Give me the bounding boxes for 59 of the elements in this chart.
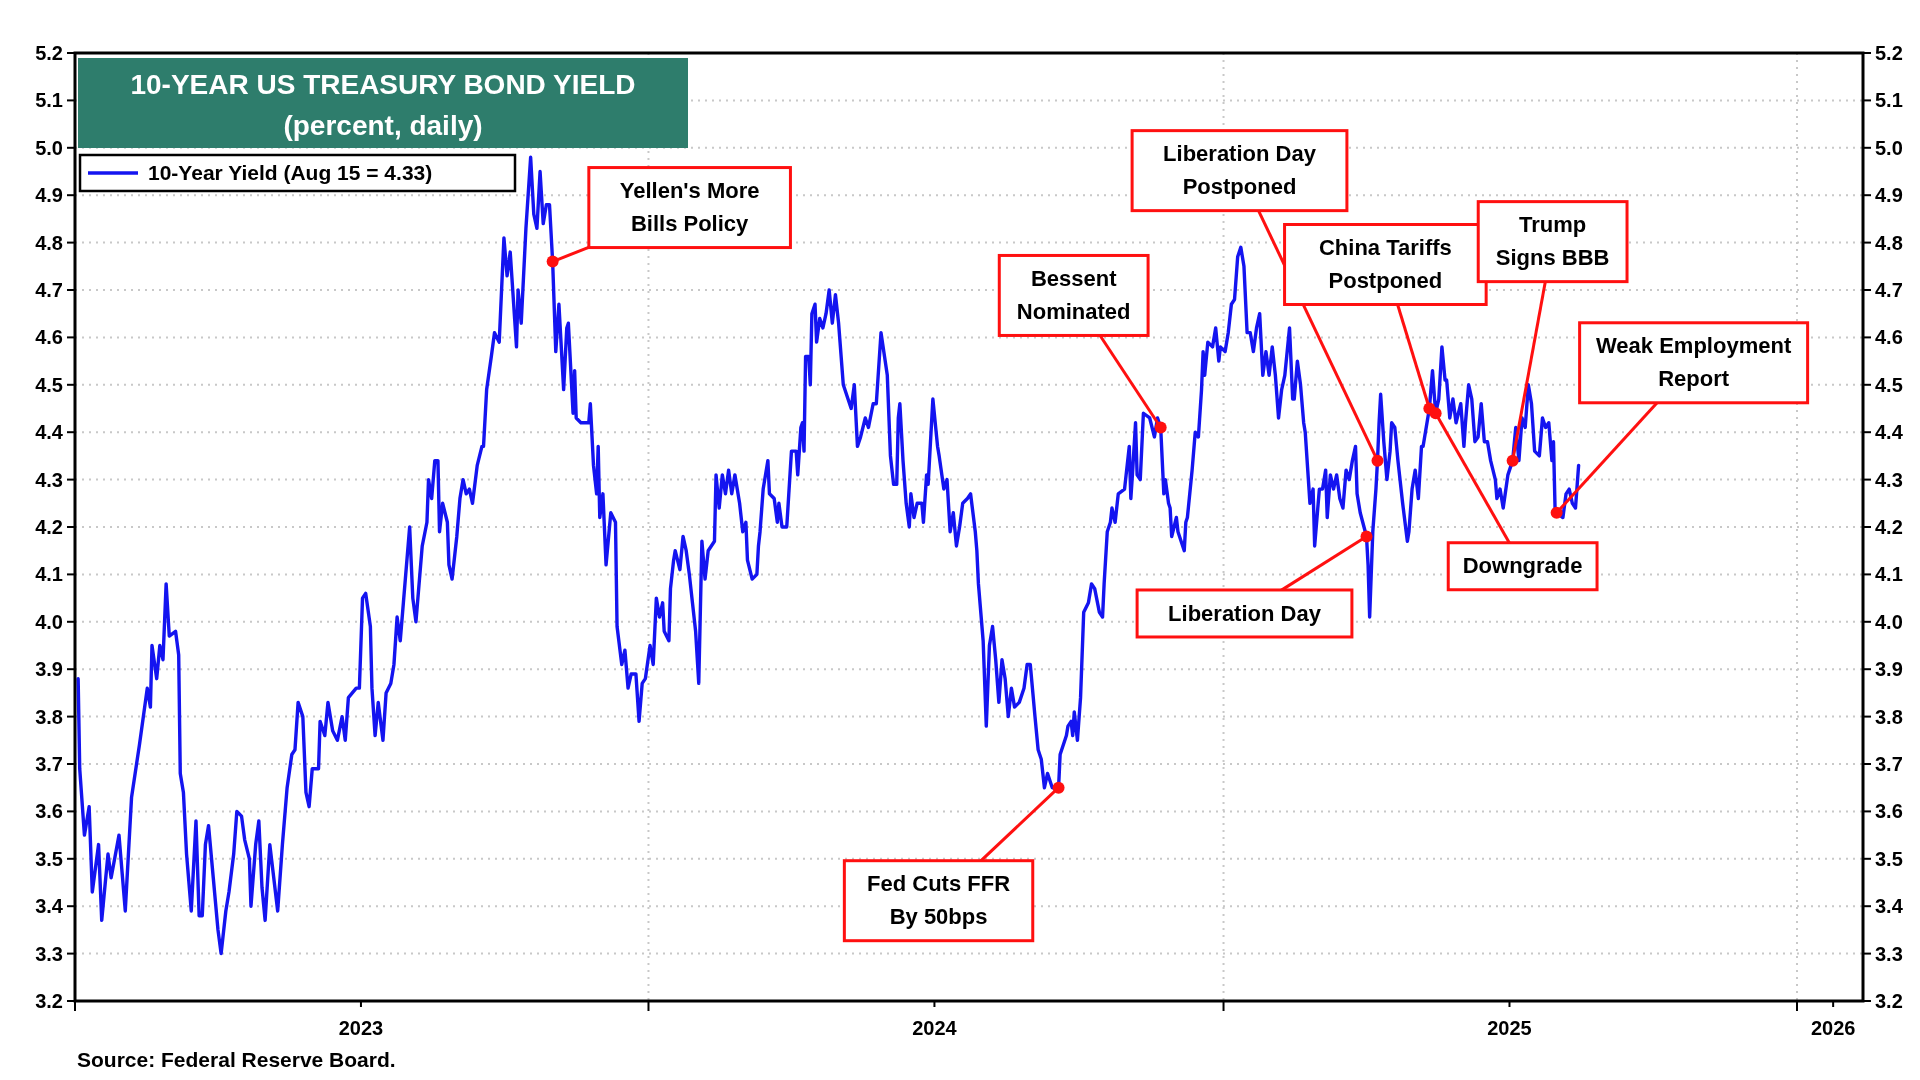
y2-tick-label: 3.5 (1875, 847, 1903, 870)
y2-tick-label: 3.8 (1875, 705, 1903, 728)
y2-tick-label: 3.3 (1875, 942, 1903, 965)
annotation: Liberation Day (1168, 600, 1322, 626)
y2-tick-label: 4.3 (1875, 468, 1903, 491)
y-tick-label: 4.6 (35, 326, 63, 349)
y2-tick-label: 5.2 (1875, 42, 1903, 64)
y2-tick-label: 5.0 (1875, 136, 1903, 159)
y2-tick-label: 4.5 (1875, 373, 1903, 396)
y-tick-label: 5.1 (35, 89, 63, 112)
x-tick-label: 2024 (912, 1017, 958, 1039)
y-tick-label: 4.7 (35, 279, 63, 301)
y-tick-label: 3.3 (35, 942, 63, 965)
y2-tick-label: 3.7 (1875, 753, 1903, 775)
y-tick-label: 3.4 (35, 895, 64, 918)
annotation: Yellen's More Bills Policy (619, 178, 760, 237)
x-tick-label: 2026 (1810, 1017, 1856, 1039)
y2-tick-label: 4.2 (1875, 516, 1903, 538)
y-tick-label: 3.6 (35, 800, 63, 823)
source-note: Source: Federal Reserve Board. (77, 1048, 396, 1071)
y2-tick-label: 4.8 (1875, 231, 1903, 254)
y2-tick-label: 3.2 (1875, 990, 1903, 1012)
text: 10-YEAR US TREASURY BOND YIELD (130, 69, 636, 100)
y-tick-label: 4.8 (35, 231, 63, 254)
y2-tick-label: 4.9 (1875, 184, 1903, 207)
y-tick-label: 4.1 (35, 563, 63, 586)
y-tick-label: 4.5 (35, 373, 63, 396)
y-tick-label: 4.9 (35, 184, 63, 207)
y-tick-label: 3.9 (35, 658, 63, 681)
y2-tick-label: 4.6 (1875, 326, 1903, 349)
annotation: Bessent Nominated (1016, 266, 1131, 325)
y-tick-label: 4.2 (35, 516, 63, 538)
y-tick-label: 4.0 (35, 610, 63, 633)
y-tick-label: 5.0 (35, 136, 63, 159)
x-tick-label: 2023 (338, 1017, 384, 1039)
y2-tick-label: 4.0 (1875, 610, 1903, 633)
y-tick-label: 5.2 (35, 42, 63, 64)
y2-tick-label: 3.9 (1875, 658, 1903, 681)
annotation: Weak Employment Report (1596, 333, 1792, 392)
annotation: Fed Cuts FFR By 50bps (867, 871, 1011, 930)
y-tick-label: 3.8 (35, 705, 63, 728)
annotation: China Tariffs Postponed (1318, 235, 1452, 294)
x-tick-label: 2025 (1487, 1017, 1532, 1039)
annotation: Liberation Day Postponed (1163, 141, 1317, 200)
annotation: Trump Signs BBB (1495, 212, 1610, 271)
y2-tick-label: 4.7 (1875, 279, 1903, 301)
y2-tick-label: 4.4 (1875, 421, 1904, 444)
y2-tick-label: 5.1 (1875, 89, 1903, 112)
y2-tick-label: 4.1 (1875, 563, 1903, 586)
text: (percent, daily) (283, 110, 483, 141)
y2-tick-label: 3.6 (1875, 800, 1903, 823)
annotation: Downgrade (1462, 553, 1583, 579)
y-tick-label: 3.2 (35, 990, 63, 1012)
y-tick-label: 3.5 (35, 847, 63, 870)
y-tick-label: 3.7 (35, 753, 63, 775)
y-tick-label: 4.3 (35, 468, 63, 491)
y2-tick-label: 3.4 (1875, 895, 1904, 918)
legend-label: 10-Year Yield (Aug 15 = 4.33) (148, 161, 433, 185)
y-tick-label: 4.4 (35, 421, 64, 444)
